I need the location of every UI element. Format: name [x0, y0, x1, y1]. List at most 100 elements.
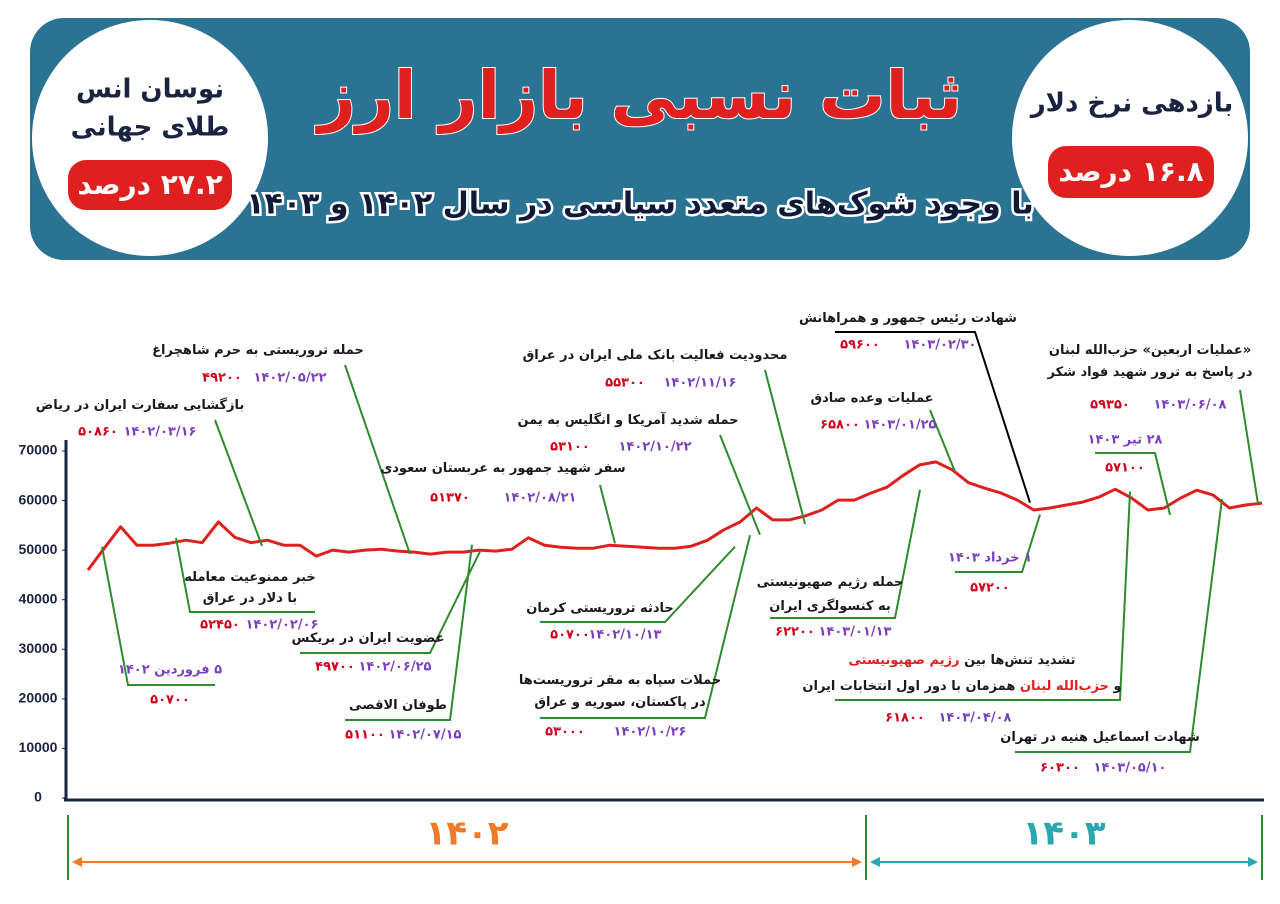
annotation-value: ۴۹۷۰۰ [315, 660, 355, 675]
arrow-head [1248, 857, 1258, 867]
leader-line [719, 434, 761, 536]
leader-line [1239, 389, 1259, 504]
leader-line [929, 409, 956, 473]
annotation-segment: تشدید تنش‌ها بین [964, 653, 1075, 668]
annotation-text: در پاکستان، سوریه و عراق [534, 695, 706, 710]
leader-line [955, 514, 1041, 573]
annotation-date: ۱۴۰۲/۰۶/۲۵ [359, 660, 432, 675]
annotation-segment: حمله تروریستی به حرم شاهچراغ [152, 343, 364, 358]
annotation-date: ۱۴۰۳/۰۶/۰۸ [1154, 398, 1227, 413]
leader-line [175, 537, 315, 613]
y-tick-label: 60000 [19, 491, 58, 507]
annotation-date: ۱۴۰۲/۱۱/۱۶ [664, 376, 737, 391]
annotation-date: ۱۴۰۲/۰۲/۰۶ [246, 618, 319, 633]
annotation-value: ۵۹۶۰۰ [840, 338, 880, 353]
annotation-value: ۵۰۷۰۰ [150, 693, 190, 708]
annotation-text: سفر شهید جمهور به عربستان سعودی [380, 461, 625, 476]
right-circle [1012, 20, 1248, 256]
annotation-value: ۵۱۳۷۰ [430, 491, 470, 506]
annotation-text: شهادت رئیس جمهور و همراهانش [799, 311, 1017, 326]
annotation-value: ۵۵۳۰۰ [605, 376, 645, 391]
period-label: ۱۴۰۲ [425, 814, 508, 854]
annotation-text: محدودیت فعالیت بانک ملی ایران در عراق [523, 348, 788, 363]
annotation-segment: طوفان الاقصی [349, 698, 447, 713]
left-line: طلای جهانی [71, 113, 230, 143]
annotation-text: به کنسولگری ایران [769, 598, 890, 614]
annotation-segment: «عملیات اربعین» حزب‌الله لبنان [1049, 343, 1251, 358]
annotation-text: شهادت اسماعیل هنیه در تهران [1000, 730, 1199, 745]
annotation-segment: در پاسخ به ترور شهید فواد شکر [1047, 365, 1253, 380]
annotation-date: ۱۴۰۳/۰۱/۲۵ [864, 418, 937, 433]
annotation-text: در پاسخ به ترور شهید فواد شکر [1047, 365, 1253, 380]
annotation-segment: حمله رژیم صهیونیستی [757, 575, 904, 590]
annotation-text: حمله رژیم صهیونیستی [757, 575, 904, 590]
leader-line [764, 369, 806, 525]
annotation-date: ۵ فروردین ۱۴۰۲ [118, 663, 222, 678]
annotation-value: ۵۰۷۰۰ [550, 628, 590, 643]
annotation-date: ۱۴۰۲/۱۰/۲۲ [619, 440, 692, 455]
y-tick-label: 70000 [19, 442, 58, 458]
annotation-value: ۵۲۴۵۰ [200, 618, 240, 633]
annotation-value: ۵۷۱۰۰ [1105, 461, 1145, 476]
annotation-text: و حزب‌الله لبنان همزمان با دور اول انتخا… [802, 679, 1121, 694]
annotation-value: ۵۳۱۰۰ [550, 440, 590, 455]
annotation-segment: حملات سپاه به مقر تروریست‌ها [519, 673, 721, 688]
leader-line [770, 489, 921, 619]
right-badge [1048, 146, 1214, 198]
annotation-date: ۱۴۰۲/۰۳/۱۶ [124, 425, 197, 440]
y-tick-label: 50000 [19, 541, 58, 557]
header-panel [30, 18, 1250, 260]
title: ثبات نسبی بازار ارز [315, 57, 962, 134]
annotation-date: ۱۴۰۲/۱۰/۱۳ [589, 628, 662, 643]
annotation-value: ۵۳۰۰۰ [545, 725, 585, 740]
annotation-date: ۱۴۰۳/۰۱/۱۳ [819, 625, 892, 640]
annotation-date: ۱۴۰۲/۱۰/۲۶ [614, 725, 687, 740]
leader-line [1095, 452, 1171, 516]
y-tick-label: 0 [34, 789, 42, 805]
annotation-date: ۱۴۰۲/۰۸/۲۱ [504, 491, 577, 506]
period-label: ۱۴۰۳ [1022, 814, 1105, 854]
annotation-segment: حمله شدید آمریکا و انگلیس به یمن [517, 411, 738, 428]
annotation-date: ۱۴۰۳/۰۵/۱۰ [1094, 761, 1167, 776]
annotation-text: عملیات وعده صادق [810, 391, 933, 406]
annotation-text: حادثه تروریستی کرمان [526, 601, 674, 616]
annotation-text: خبر ممنوعیت معامله [184, 570, 316, 585]
right-badge-text: ۱۶.۸ درصد [1058, 155, 1203, 188]
y-tick-label: 40000 [19, 590, 58, 606]
leader-line [540, 535, 751, 719]
annotation-segment: محدودیت فعالیت بانک ملی ایران در عراق [523, 348, 788, 363]
y-tick-label: 20000 [19, 690, 58, 706]
y-tick-label: 10000 [19, 739, 58, 755]
annotation-segment: شهادت رئیس جمهور و همراهانش [799, 311, 1017, 326]
leader-line [344, 364, 411, 555]
annotation-value: ۵۱۱۰۰ [345, 728, 385, 743]
annotation-date: ۲۸ تیر ۱۴۰۳ [1088, 433, 1163, 448]
leader-line [101, 546, 215, 686]
arrow-head [72, 857, 82, 867]
leader-line [214, 419, 263, 547]
annotation-date: ۱۴۰۲/۰۵/۲۲ [254, 371, 327, 386]
left-line: نوسان انس [76, 75, 224, 105]
annotation-value: ۴۹۲۰۰ [202, 371, 242, 386]
annotation-value: ۶۱۸۰۰ [885, 711, 925, 726]
annotation-segment: عضویت ایران در بریکس [292, 631, 445, 646]
leader-line [1015, 498, 1223, 753]
annotation-segment: عملیات وعده صادق [810, 391, 933, 406]
annotation-text: «عملیات اربعین» حزب‌الله لبنان [1049, 343, 1251, 358]
annotation-text: عضویت ایران در بریکس [292, 631, 445, 646]
annotation-value: ۶۰۳۰۰ [1040, 761, 1080, 776]
annotation-value: ۵۷۲۰۰ [970, 581, 1010, 596]
annotation-text: با دلار در عراق [203, 591, 297, 606]
annotation-text: حمله شدید آمریکا و انگلیس به یمن [517, 411, 738, 428]
y-tick-label: 30000 [19, 640, 58, 656]
annotation-segment: در پاکستان، سوریه و عراق [534, 695, 706, 710]
leader-line [540, 546, 736, 623]
subtitle: با وجود شوک‌های متعدد سیاسی در سال ۱۴۰۲ … [246, 187, 1034, 222]
annotation-date: ۱ خرداد ۱۴۰۳ [948, 551, 1032, 566]
annotation-text: تشدید تنش‌ها بین رژیم صهیونیستی [849, 653, 1076, 668]
annotation-segment: بازگشایی سفارت ایران در ریاض [36, 397, 245, 413]
right-line: بازدهی نرخ دلار [1029, 89, 1234, 119]
annotation-segment: همزمان با دور اول انتخابات ایران [802, 679, 1015, 694]
leader-line [300, 551, 481, 654]
